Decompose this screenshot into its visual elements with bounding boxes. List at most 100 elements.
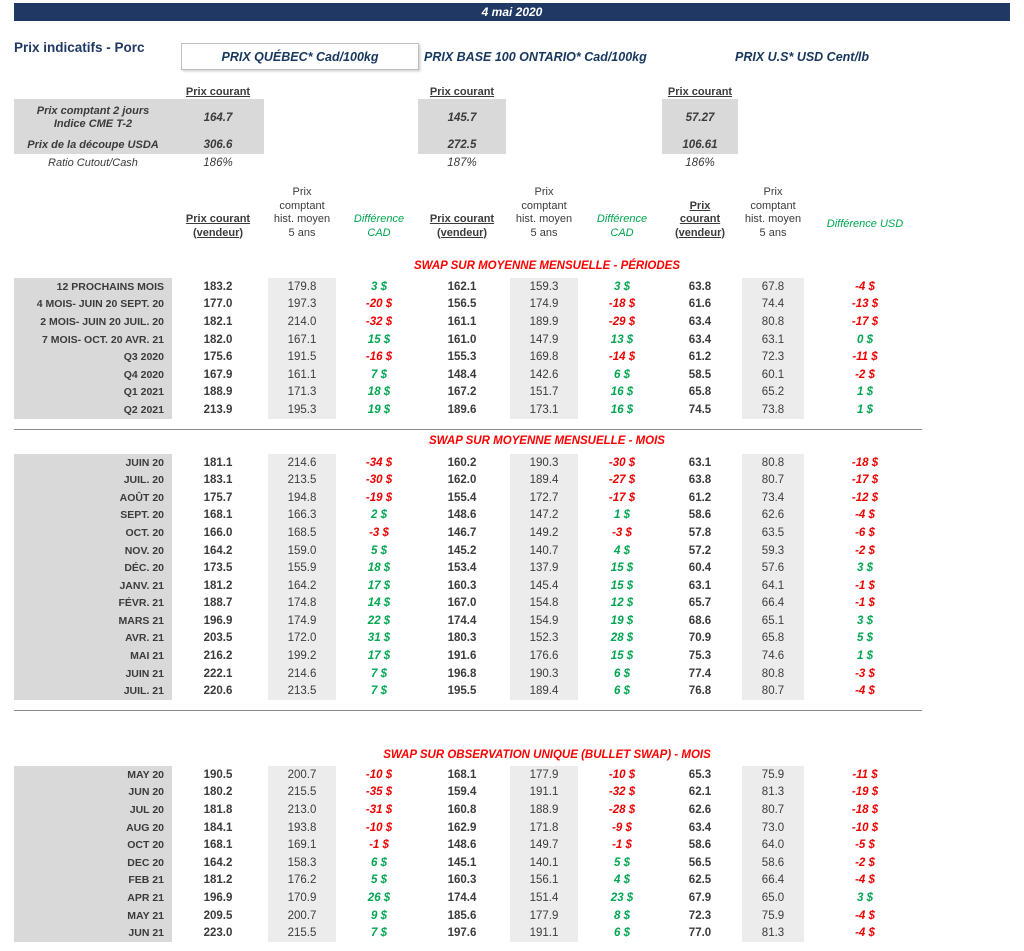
- row-label: DÉC. 20: [14, 559, 172, 577]
- table-row: APR 21 196.9 170.9 26 $ 174.4 151.4 23 $ 67.9 65…: [14, 889, 922, 907]
- price-current: 174.4: [447, 892, 477, 905]
- price-current: 223.0: [203, 927, 233, 940]
- header-line: Prix: [689, 199, 711, 212]
- price-difference: -18 $: [851, 456, 879, 469]
- price-hist-avg: 142.6: [506, 365, 582, 384]
- spot-row-label: Prix de la découpe USDA: [14, 136, 172, 154]
- table-row: 2 MOIS- JUIN 20 JUIL. 20 182.1 214.0 -32 $ 1…: [14, 313, 922, 331]
- spot-price-value: 145.7: [418, 99, 506, 136]
- table-row: AOÛT 20 175.7 194.8 -19 $ 155.4 172.7 -17 $ 61.…: [14, 488, 922, 507]
- price-current: 145.1: [447, 856, 477, 869]
- row-label: JUIN 21: [14, 664, 172, 683]
- price-current: 63.1: [688, 456, 712, 469]
- price-difference: -29 $: [608, 315, 636, 328]
- price-current: 191.6: [447, 650, 477, 663]
- row-label: MAY 20: [14, 766, 172, 784]
- spacer-cell: [264, 136, 340, 154]
- price-difference: 12 $: [610, 597, 634, 610]
- price-current: 63.4: [688, 315, 712, 328]
- price-current: 58.5: [688, 368, 712, 381]
- price-current: 162.0: [447, 474, 477, 487]
- price-difference: -30 $: [608, 456, 636, 469]
- price-current: 159.4: [447, 786, 477, 799]
- price-current: 155.4: [447, 491, 477, 504]
- price-difference: -4 $: [855, 909, 875, 922]
- price-difference: -19 $: [365, 491, 393, 504]
- price-hist-avg: 177.9: [506, 766, 582, 784]
- price-current: 196.9: [203, 614, 233, 627]
- price-difference: 5 $: [371, 544, 387, 557]
- price-difference: 7 $: [371, 927, 387, 940]
- header-line: courant: [679, 213, 721, 225]
- price-difference: 18 $: [367, 386, 391, 399]
- price-hist-avg: 154.8: [506, 594, 582, 613]
- price-difference: -17 $: [608, 491, 636, 504]
- price-difference: -5 $: [855, 839, 875, 852]
- row-label: Q3 2020: [14, 348, 172, 366]
- price-difference: 19 $: [367, 403, 391, 416]
- price-hist-avg: 74.4: [738, 295, 808, 314]
- page-title: Prix indicatifs - Porc: [14, 40, 145, 55]
- table-row: JANV. 21 181.2 164.2 17 $ 160.3 145.4 15 $ 63.1…: [14, 576, 922, 595]
- price-difference: -34 $: [365, 456, 393, 469]
- table-row: MAY 20 190.5 200.7 -10 $ 168.1 177.9 -10 $ 65.3…: [14, 766, 922, 784]
- price-current: 175.6: [203, 351, 233, 364]
- price-current: 77.0: [688, 927, 712, 940]
- table-row: Q4 2020 167.9 161.1 7 $ 148.4 142.6 6 $ 58.5 60.…: [14, 365, 922, 384]
- table-row: NOV. 20 164.2 159.0 5 $ 145.2 140.7 4 $ 57.2 59.…: [14, 541, 922, 560]
- market-title-ontario: PRIX BASE 100 ONTARIO* Cad/100kg: [424, 50, 647, 64]
- price-current: 189.6: [447, 403, 477, 416]
- price-hist-avg: 173.1: [506, 401, 582, 419]
- price-difference: -2 $: [855, 368, 875, 381]
- price-difference: 1 $: [614, 509, 630, 522]
- price-hist-avg: 214.6: [264, 453, 340, 472]
- row-label: JANV. 21: [14, 576, 172, 595]
- spot-price-value: 186%: [685, 157, 715, 169]
- header-line: 5 ans: [759, 226, 787, 239]
- price-difference: 23 $: [610, 892, 634, 905]
- row-label: DEC 20: [14, 854, 172, 872]
- price-difference: 31 $: [367, 632, 391, 645]
- table-row: Q1 2021 188.9 171.3 18 $ 167.2 151.7 16 $ 65.8 6…: [14, 383, 922, 402]
- price-current: 156.5: [447, 298, 477, 311]
- price-difference: -4 $: [855, 280, 875, 293]
- price-hist-avg: 172.0: [264, 629, 340, 648]
- price-difference: -16 $: [365, 351, 393, 364]
- table-row: JUIL. 21 220.6 213.5 7 $ 195.5 189.4 6 $ 76.8 80…: [14, 682, 922, 701]
- price-hist-avg: 64.0: [738, 836, 808, 855]
- header-line: (vendeur): [192, 226, 244, 239]
- price-difference: 28 $: [610, 632, 634, 645]
- price-hist-avg: 214.6: [264, 664, 340, 683]
- spacer-cell: [506, 99, 582, 136]
- price-hist-avg: 80.8: [738, 664, 808, 683]
- spacer-cell: [582, 99, 662, 136]
- header-line: Différence: [353, 213, 405, 225]
- section-title: SWAP SUR MOYENNE MENSUELLE - PÉRIODES: [413, 260, 681, 272]
- price-hist-avg: 176.2: [264, 871, 340, 890]
- row-label: JUIL. 21: [14, 682, 172, 701]
- price-current: 175.7: [203, 491, 233, 504]
- table-row: MAI 21 216.2 199.2 17 $ 191.6 176.6 15 $ 75.3 74…: [14, 647, 922, 665]
- price-hist-avg: 199.2: [264, 647, 340, 665]
- price-difference: -1 $: [855, 597, 875, 610]
- header-line: CAD: [610, 226, 634, 239]
- price-current: 168.1: [447, 768, 477, 781]
- price-current: 60.4: [688, 562, 712, 575]
- spot-row: Prix comptant 2 jours Indice CME T-2 164.…: [14, 99, 922, 136]
- price-hist-avg: 65.2: [738, 383, 808, 402]
- price-current: 62.6: [688, 804, 712, 817]
- price-current: 174.4: [447, 614, 477, 627]
- price-difference: 15 $: [610, 562, 634, 575]
- price-hist-avg: 149.7: [506, 836, 582, 855]
- price-hist-avg: 152.3: [506, 629, 582, 648]
- row-label: OCT 20: [14, 836, 172, 855]
- row-label: Q4 2020: [14, 365, 172, 384]
- price-current: 63.8: [688, 280, 712, 293]
- price-difference: -32 $: [365, 315, 393, 328]
- col-header-prix-comptant-hist: Prix comptant hist. moyen 5 ans: [264, 186, 340, 242]
- price-difference: -6 $: [855, 526, 875, 539]
- price-difference: -10 $: [365, 768, 393, 781]
- spacer-cell: [582, 136, 662, 154]
- spacer-cell: [340, 84, 418, 99]
- price-current: 61.2: [688, 491, 712, 504]
